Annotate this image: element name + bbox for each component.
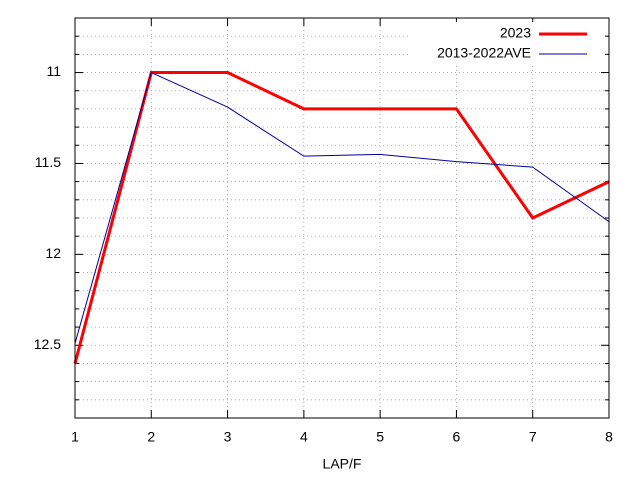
x-tick-label: 6 — [453, 429, 461, 445]
legend-background — [409, 22, 604, 66]
plot-frame — [74, 17, 610, 419]
x-tick-label: 1 — [71, 429, 79, 445]
legend-label: 2023 — [500, 25, 531, 41]
x-tick-label: 8 — [605, 429, 613, 445]
series-line — [73, 71, 610, 364]
x-tick-label: 3 — [224, 429, 232, 445]
y-tick-label: 11.5 — [35, 154, 61, 170]
x-tick-label: 2 — [147, 429, 155, 445]
y-tick-label: 12.5 — [34, 336, 61, 352]
y-tick-label: 12 — [45, 245, 61, 261]
x-tick-label: 4 — [300, 429, 308, 445]
series-line — [74, 71, 610, 344]
x-tick-label: 5 — [376, 429, 384, 445]
legend-label: 2013-2022AVE — [437, 45, 531, 61]
y-tick-label: 11 — [46, 63, 61, 79]
x-axis-label: LAP/F — [323, 456, 362, 472]
x-tick-label: 7 — [529, 429, 537, 445]
